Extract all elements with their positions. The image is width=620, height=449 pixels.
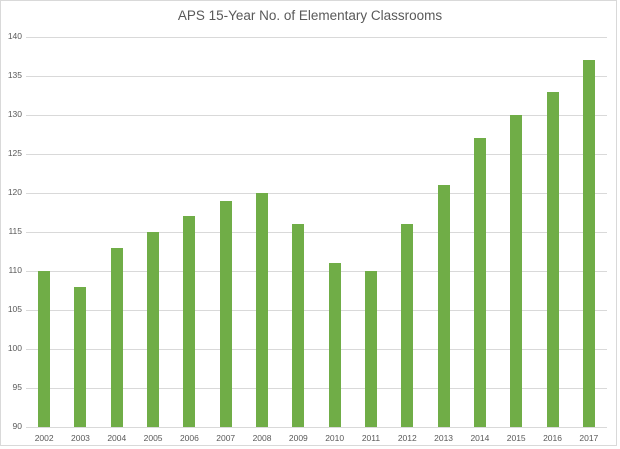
y-tick-label: 110 (8, 265, 22, 275)
gridline (26, 115, 607, 116)
gridline (26, 193, 607, 194)
y-tick-label: 120 (7, 187, 22, 197)
x-tick-label: 2004 (107, 433, 127, 443)
y-tick-label: 135 (7, 70, 22, 80)
bar-2008[interactable] (256, 193, 269, 427)
x-tick-label: 2015 (506, 433, 526, 443)
bar-2015[interactable] (510, 115, 523, 427)
x-tick-label: 2005 (143, 433, 163, 443)
bar-2009[interactable] (292, 224, 305, 427)
y-tick-label: 140 (7, 31, 22, 41)
x-tick-label: 2006 (179, 433, 199, 443)
x-tick-label: 2002 (34, 433, 54, 443)
x-tick-label: 2011 (361, 433, 381, 443)
x-tick-label: 2017 (579, 433, 599, 443)
bar-2011[interactable] (364, 271, 377, 427)
x-tick-label: 2007 (216, 433, 236, 443)
bar-2017[interactable] (582, 60, 595, 427)
y-tick-label: 90 (12, 421, 22, 431)
y-tick-label: 95 (12, 382, 22, 392)
y-tick-label: 130 (7, 109, 22, 119)
bar-2010[interactable] (328, 263, 341, 427)
x-tick-label: 2014 (470, 433, 490, 443)
y-tick-label: 125 (7, 148, 22, 158)
y-tick-label: 100 (7, 343, 22, 353)
gridline (26, 427, 607, 428)
bar-2013[interactable] (437, 185, 450, 427)
gridline (26, 388, 607, 389)
bar-2014[interactable] (473, 138, 486, 427)
gridline (26, 271, 607, 272)
gridline (26, 310, 607, 311)
x-tick-label: 2012 (397, 433, 417, 443)
x-tick-label: 2008 (252, 433, 272, 443)
x-tick-label: 2010 (325, 433, 345, 443)
y-tick-label: 105 (7, 304, 22, 314)
bar-2005[interactable] (147, 232, 160, 427)
bar-2004[interactable] (110, 247, 123, 427)
gridline (26, 154, 607, 155)
gridline (26, 349, 607, 350)
bar-2003[interactable] (74, 286, 87, 427)
bar-2006[interactable] (183, 216, 196, 427)
bar-2012[interactable] (401, 224, 414, 427)
gridline (26, 232, 607, 233)
x-tick-label: 2003 (71, 433, 90, 443)
x-tick-label: 2013 (434, 433, 454, 443)
y-tick-label: 115 (8, 226, 22, 236)
gridline (26, 76, 607, 77)
x-tick-label: 2016 (543, 433, 562, 443)
bar-2016[interactable] (546, 91, 559, 427)
bar-2007[interactable] (219, 200, 232, 427)
chart-title: APS 15-Year No. of Elementary Classrooms (177, 8, 443, 23)
gridline (26, 37, 607, 38)
x-tick-label: 2009 (288, 433, 308, 443)
bar-2002[interactable] (38, 271, 51, 427)
